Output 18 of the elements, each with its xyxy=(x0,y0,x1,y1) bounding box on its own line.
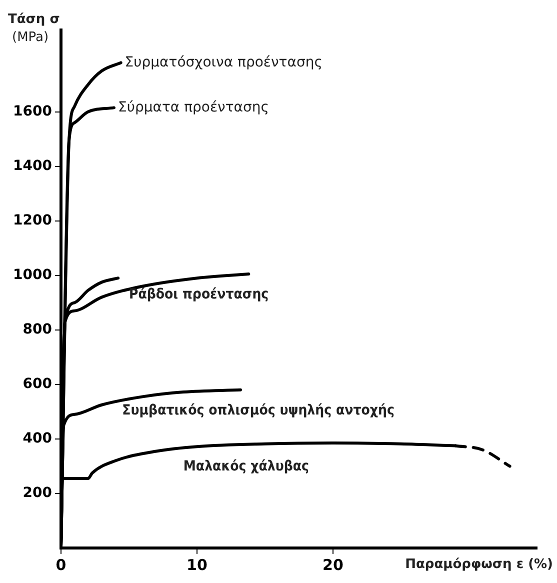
x-tick-label: 20 xyxy=(322,556,344,574)
series-label: Συρματόσχοινα προέντασης xyxy=(124,54,322,70)
y-tick-label: 1600 xyxy=(12,103,52,120)
series-label: Ράβδοι προέντασης xyxy=(128,286,269,303)
series-label: Συμβατικός οπλισμός υψηλής αντοχής xyxy=(122,402,394,419)
x-tick-label: 10 xyxy=(186,556,208,574)
y-tick-label: 1000 xyxy=(12,267,52,284)
y-axis-title: Τάση σ (MPa) xyxy=(8,12,60,45)
x-tick-label: 0 xyxy=(56,556,66,574)
series-label: Σύρματα προέντασης xyxy=(118,99,269,116)
series-label: Μαλακός χάλυβας xyxy=(183,458,310,474)
y-tick-label: 200 xyxy=(22,485,52,502)
x-axis-title: Παραμόρφωση ε (%) xyxy=(405,556,553,572)
y-tick-label: 600 xyxy=(22,376,52,392)
y-tick-label: 1400 xyxy=(12,158,52,174)
y-tick-label: 400 xyxy=(22,430,52,447)
y-tick-label: 800 xyxy=(22,322,52,338)
y-tick-label: 1200 xyxy=(12,212,52,228)
